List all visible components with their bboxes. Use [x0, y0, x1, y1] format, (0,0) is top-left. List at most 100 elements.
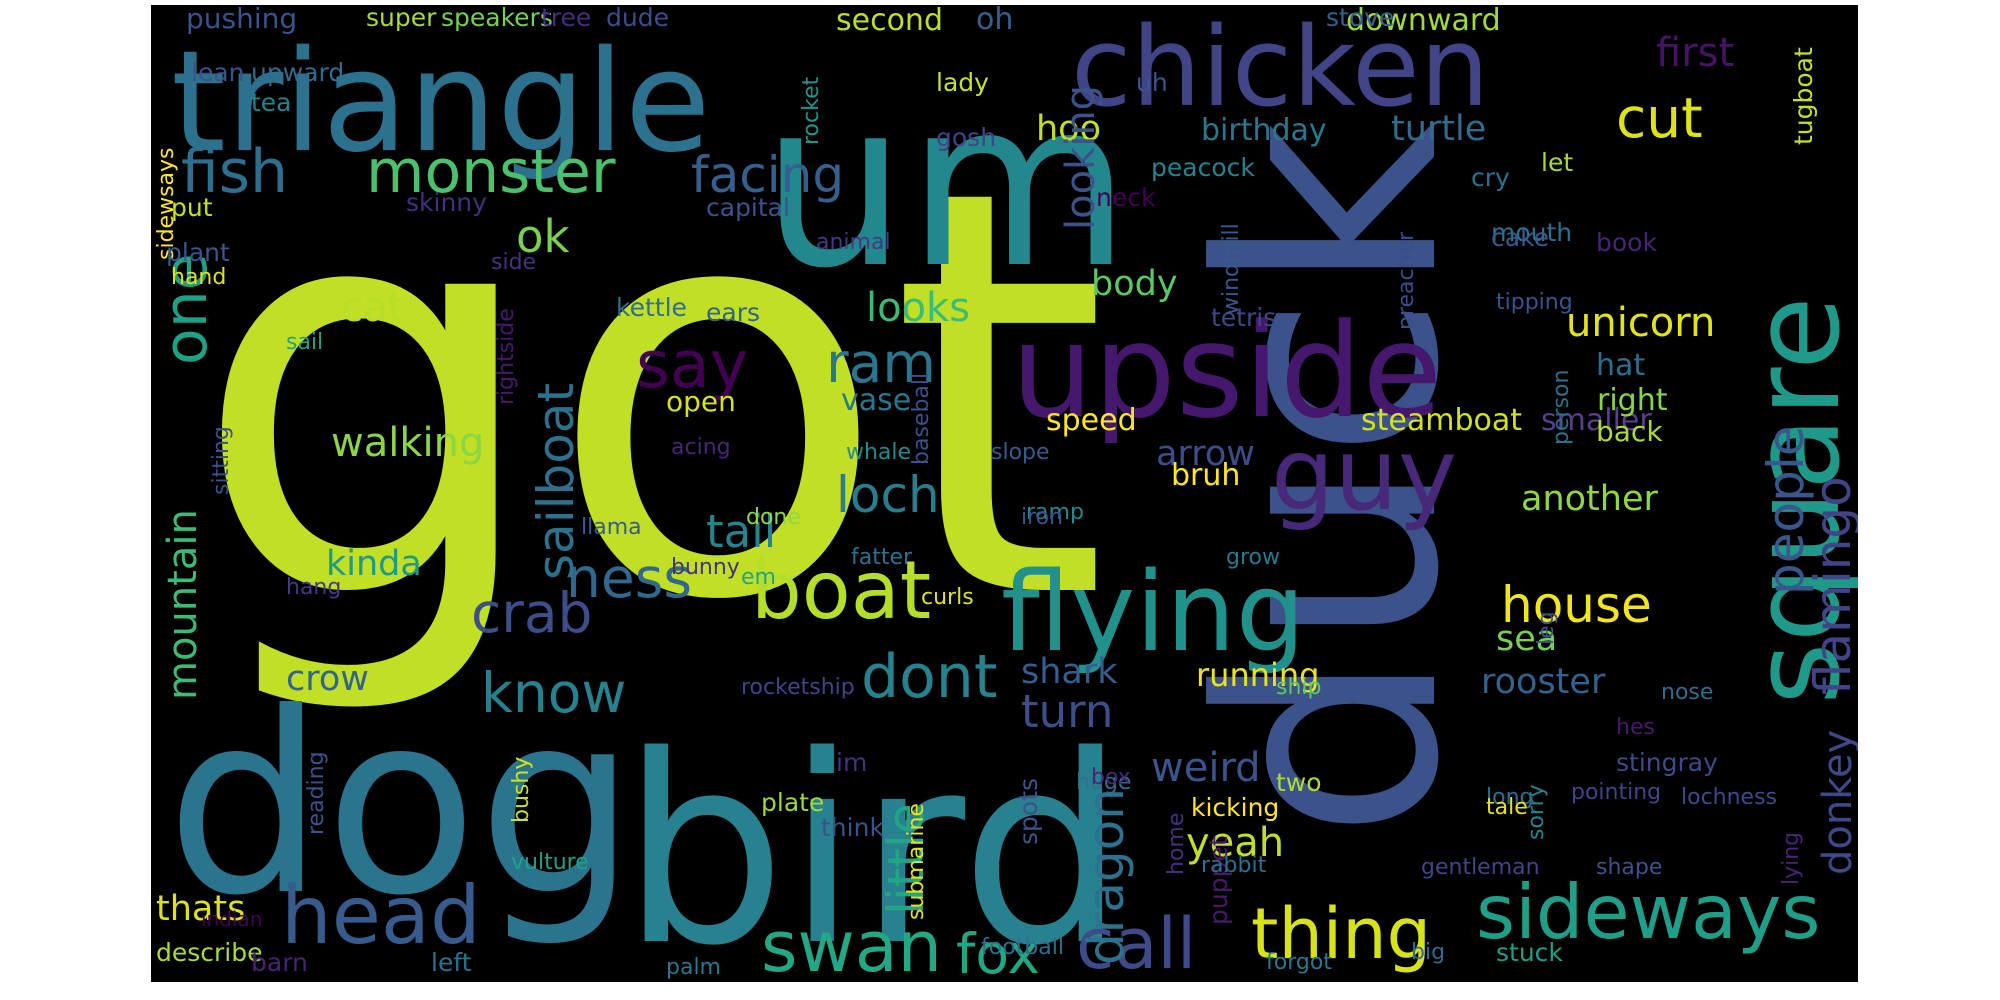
- cloud-word-upside: upside: [1011, 295, 1443, 447]
- cloud-word-done: done: [746, 505, 801, 531]
- cloud-word-steamboat: steamboat: [1361, 403, 1523, 438]
- cloud-word-back: back: [1596, 414, 1663, 448]
- cloud-word-skinny: skinny: [406, 188, 487, 217]
- cloud-word-unicorn: unicorn: [1566, 300, 1716, 346]
- cloud-word-uh: uh: [1136, 68, 1168, 97]
- cloud-word-vase: vase: [841, 383, 912, 418]
- cloud-word-curls: curls: [921, 585, 974, 611]
- cloud-word-slope: slope: [991, 440, 1050, 466]
- cloud-word-im: im: [836, 748, 868, 777]
- cloud-word-hat: hat: [1596, 348, 1646, 383]
- cloud-word-forgot: forgot: [1266, 950, 1332, 976]
- cloud-word-body: body: [1091, 264, 1178, 304]
- cloud-word-rabbit: rabbit: [1201, 853, 1267, 879]
- cloud-word-plate: plate: [761, 788, 825, 817]
- cloud-word-put: put: [171, 193, 213, 222]
- cloud-word-left: left: [431, 948, 472, 977]
- cloud-word-palm: palm: [666, 955, 721, 981]
- cloud-word-super: super: [366, 5, 437, 32]
- cloud-word-nose: nose: [1661, 680, 1714, 706]
- cloud-word-bushy: bushy: [509, 756, 534, 823]
- cloud-word-flamingo: flamingo: [1804, 476, 1858, 695]
- cloud-word-two: two: [1276, 768, 1322, 797]
- cloud-word-yeah: yeah: [1186, 820, 1285, 866]
- cloud-word-hand: hand: [171, 265, 227, 291]
- cloud-word-kettle: kettle: [616, 293, 687, 322]
- cloud-word-kicking: kicking: [1191, 793, 1280, 822]
- cloud-word-stuck: stuck: [1496, 938, 1563, 967]
- cloud-word-dont: dont: [861, 642, 998, 712]
- cloud-word-looks: looks: [866, 285, 971, 331]
- cloud-word-tale: tale: [1486, 795, 1528, 821]
- cloud-word-arrow: arrow: [1156, 434, 1255, 474]
- cloud-word-guy: guy: [1271, 416, 1458, 533]
- cloud-word-tipping: tipping: [1496, 290, 1573, 316]
- cloud-word-smaller: smaller: [1541, 403, 1652, 438]
- cloud-word-facing: facing: [691, 146, 845, 204]
- cloud-word-rooster: rooster: [1481, 662, 1606, 702]
- cloud-word-mountain: mountain: [160, 509, 206, 700]
- cloud-word-donkey: donkey: [1815, 729, 1858, 875]
- cloud-word-rocket: rocket: [799, 76, 824, 145]
- cloud-word-tail: tail: [706, 505, 777, 558]
- cloud-word-boat: boat: [751, 544, 932, 637]
- cloud-word-neck: neck: [1096, 183, 1156, 212]
- cloud-word-indian: indian: [201, 907, 263, 931]
- cloud-word-bunny: bunny: [671, 555, 740, 581]
- cloud-word-tree: tree: [541, 5, 592, 32]
- cloud-word-sail: sail: [286, 330, 324, 356]
- word-cloud: got bird dog duck um triangle upside chicken fly…: [151, 5, 1858, 982]
- cloud-word-know: know: [481, 661, 627, 725]
- cloud-word-got: got: [191, 71, 1109, 723]
- cloud-word-sea: sea: [1496, 619, 1558, 659]
- cloud-word-ok: ok: [516, 210, 570, 263]
- cloud-word-lean: lean: [191, 58, 245, 87]
- cloud-word-person: person: [1549, 369, 1574, 445]
- cloud-word-head: head: [281, 869, 481, 962]
- cloud-word-think: think: [821, 813, 884, 842]
- cloud-word-peacock: peacock: [1151, 153, 1255, 182]
- cloud-word-home: home: [1164, 812, 1189, 875]
- cloud-word-big: big: [1411, 940, 1446, 966]
- cloud-word-llama: llama: [581, 515, 642, 541]
- cloud-word-sideways: sideways: [1476, 868, 1821, 956]
- cloud-word-upward: upward: [251, 58, 345, 87]
- cloud-word-looking: looking: [1058, 84, 1104, 230]
- cloud-word-turn: turn: [1021, 685, 1114, 738]
- cloud-word-another: another: [1521, 479, 1658, 519]
- cloud-word-dog: dog: [166, 659, 637, 950]
- cloud-word-whale: whale: [846, 440, 912, 466]
- cloud-word-animal: animal: [816, 230, 891, 256]
- cloud-word-ship: ship: [1276, 675, 1322, 701]
- cloud-word-windmill: windmill: [1219, 223, 1244, 315]
- cloud-word-grow: grow: [1226, 545, 1280, 571]
- cloud-word-tetris: tetris: [1211, 303, 1277, 332]
- cloud-word-thats: thats: [156, 889, 246, 929]
- cloud-word-capital: capital: [706, 193, 790, 222]
- cloud-word-acing: acing: [671, 435, 731, 461]
- cloud-word-submarine: submarine: [904, 803, 929, 920]
- cloud-word-shape: shape: [1596, 855, 1663, 881]
- cloud-word-rightside: rightside: [494, 308, 519, 405]
- cloud-word-loch: loch: [836, 466, 940, 524]
- cloud-word-walking: walking: [331, 420, 485, 466]
- cloud-word-thing: thing: [1251, 893, 1432, 975]
- cloud-word-downward: downward: [1346, 5, 1501, 38]
- cloud-word-leg: leg: [1534, 611, 1559, 645]
- cloud-word-pushing: pushing: [186, 5, 298, 35]
- cloud-word-puppet: puppet: [1204, 836, 1233, 925]
- cloud-word-house: house: [1501, 576, 1652, 634]
- cloud-word-cut: cut: [1616, 86, 1703, 150]
- cloud-word-dragon: dragon: [1077, 788, 1135, 965]
- cloud-word-turtle: turtle: [1391, 109, 1487, 149]
- cloud-word-hes: hes: [1616, 715, 1655, 741]
- cloud-word-cat: cat: [341, 285, 404, 331]
- cloud-word-bruh: bruh: [1171, 458, 1241, 493]
- cloud-word-let: let: [1541, 148, 1574, 177]
- cloud-word-side: side: [491, 250, 537, 276]
- cloud-word-gosh: gosh: [936, 123, 997, 152]
- cloud-word-call: call: [1076, 903, 1197, 982]
- cloud-word-weird: weird: [1151, 745, 1261, 791]
- cloud-word-triangle: triangle: [171, 21, 711, 184]
- cloud-word-preacher: preacher: [1394, 231, 1419, 330]
